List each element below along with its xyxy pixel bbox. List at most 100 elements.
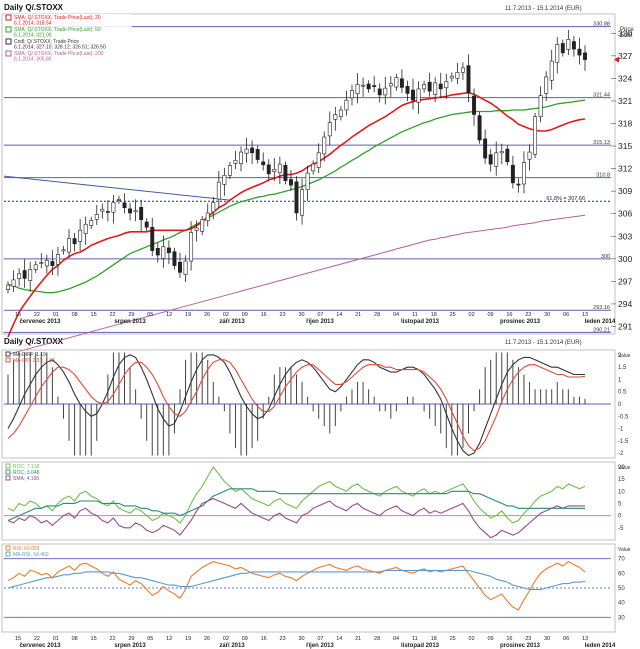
candle-body xyxy=(472,95,477,115)
x-month-label: prosinec 2013 xyxy=(500,319,541,325)
indicator-line-1 xyxy=(7,354,585,457)
candle-body xyxy=(216,181,221,200)
x-day-label: 30 xyxy=(298,636,304,642)
candle-body xyxy=(261,161,266,166)
indicator-y-label: 50 xyxy=(618,586,625,592)
indicator-legend-swatch xyxy=(5,545,11,551)
candle-body xyxy=(28,269,33,281)
x-day-label: 18 xyxy=(431,636,437,642)
y-tick-label: 318 xyxy=(618,118,632,128)
indicator-y-label: 10 xyxy=(618,489,625,495)
x-day-label: 02 xyxy=(223,636,229,642)
y-tick-label: 294 xyxy=(618,299,632,309)
x-day-label: 09 xyxy=(242,312,248,318)
x-day-label: 19 xyxy=(185,312,191,318)
candle-body xyxy=(488,154,493,165)
candle-body xyxy=(549,60,554,81)
price-label: Price xyxy=(620,27,634,33)
candle-body xyxy=(161,246,166,259)
legend-entry: SMA; Q/.STOXX; Trade Price(Last); 50 xyxy=(14,27,101,33)
candle-body xyxy=(361,84,366,87)
candle-body xyxy=(83,223,88,234)
indicator-y-label: -0.5 xyxy=(618,414,629,420)
x-month-label: červenec 2013 xyxy=(19,643,61,649)
legend-value: 6.1.2014; 321.06 xyxy=(14,33,52,39)
indicator-legend-entry: MA-RSI; 54.460 xyxy=(13,552,49,558)
indicator-y-label: 15 xyxy=(618,477,625,483)
candle-body xyxy=(6,284,10,290)
indicator-y-label: 1 xyxy=(618,377,622,383)
x-day-label: 13 xyxy=(582,636,588,642)
candle-body xyxy=(144,221,149,228)
indicator-legend-entry: RSI; 60.829 xyxy=(13,546,40,552)
candle-body xyxy=(438,83,443,90)
candle-body xyxy=(577,48,582,56)
candle-body xyxy=(505,148,510,163)
lower-chart-title: Daily Q/.STOXX xyxy=(4,337,64,346)
x-day-label: 15 xyxy=(15,312,21,318)
indicator-value-label: Value xyxy=(618,353,631,359)
candle-body xyxy=(527,151,532,160)
main-legend: SMA; Q/.STOXX; Trade Price(Last); 206.1.… xyxy=(4,14,132,64)
candle-body xyxy=(327,122,332,137)
legend-swatch xyxy=(5,50,12,57)
x-day-label: 06 xyxy=(563,636,569,642)
candle-body xyxy=(89,220,94,226)
x-day-label: 25 xyxy=(450,636,456,642)
x-day-label: 01 xyxy=(53,636,59,642)
currency-label: EUR xyxy=(620,33,633,39)
x-day-label: 25 xyxy=(450,312,456,318)
x-month-label: říjen 2013 xyxy=(306,643,334,649)
level-label: 330.88 xyxy=(593,22,610,28)
x-month-label: listopad 2013 xyxy=(401,319,440,325)
indicator-panel-frame xyxy=(1,543,616,633)
candle-body xyxy=(78,229,83,242)
candle-body xyxy=(427,81,432,92)
candle-body xyxy=(538,95,543,118)
candle-body xyxy=(283,164,288,181)
candle-body xyxy=(444,81,449,89)
x-month-label: prosinec 2013 xyxy=(500,643,541,649)
x-day-label: 01 xyxy=(53,312,59,318)
candle-body xyxy=(39,262,44,264)
legend-value: 6.1.2014; 318.54 xyxy=(14,21,52,27)
chart-title: Daily Q/.STOXX xyxy=(4,3,64,12)
candle-body xyxy=(416,88,421,103)
candle-body xyxy=(100,208,105,212)
legend-value: 6.1.2014; 305.80 xyxy=(14,57,52,63)
candle-body xyxy=(94,214,99,220)
indicator-y-label: 1.5 xyxy=(618,365,627,371)
candle-body xyxy=(372,85,377,87)
candle-body xyxy=(250,147,255,154)
candle-body xyxy=(155,247,160,256)
x-day-label: 21 xyxy=(355,312,361,318)
indicator-y-label: -5 xyxy=(618,526,624,532)
indicator-legend-entry: SMA; 4.196 xyxy=(13,476,39,482)
x-day-label: 30 xyxy=(544,312,550,318)
indicator-y-label: 40 xyxy=(618,601,625,607)
indicator-legend-swatch xyxy=(5,351,11,357)
candle-body xyxy=(183,260,188,275)
fib-label: 61.8% = 307.66 xyxy=(546,196,585,202)
x-day-label: 02 xyxy=(469,312,475,318)
candle-body xyxy=(222,175,227,185)
candle-body xyxy=(33,264,38,270)
candle-body xyxy=(499,151,504,154)
x-day-label: 05 xyxy=(147,636,153,642)
candle-body xyxy=(555,44,560,63)
x-day-label: 22 xyxy=(34,312,40,318)
x-month-label: srpen 2013 xyxy=(114,319,146,325)
x-day-label: 09 xyxy=(487,312,493,318)
x-day-label: 07 xyxy=(317,312,323,318)
candle-body xyxy=(44,260,49,267)
candle-body xyxy=(455,72,460,79)
x-day-label: 28 xyxy=(374,312,380,318)
indicator-y-label: 60 xyxy=(618,571,625,577)
y-tick-label: 309 xyxy=(618,186,632,196)
candle-body xyxy=(227,165,232,176)
y-tick-label: 291 xyxy=(618,321,632,331)
date-range: 11.7.2013 - 15.1.2014 (EUR) xyxy=(505,6,582,12)
x-day-label: 16 xyxy=(506,636,512,642)
